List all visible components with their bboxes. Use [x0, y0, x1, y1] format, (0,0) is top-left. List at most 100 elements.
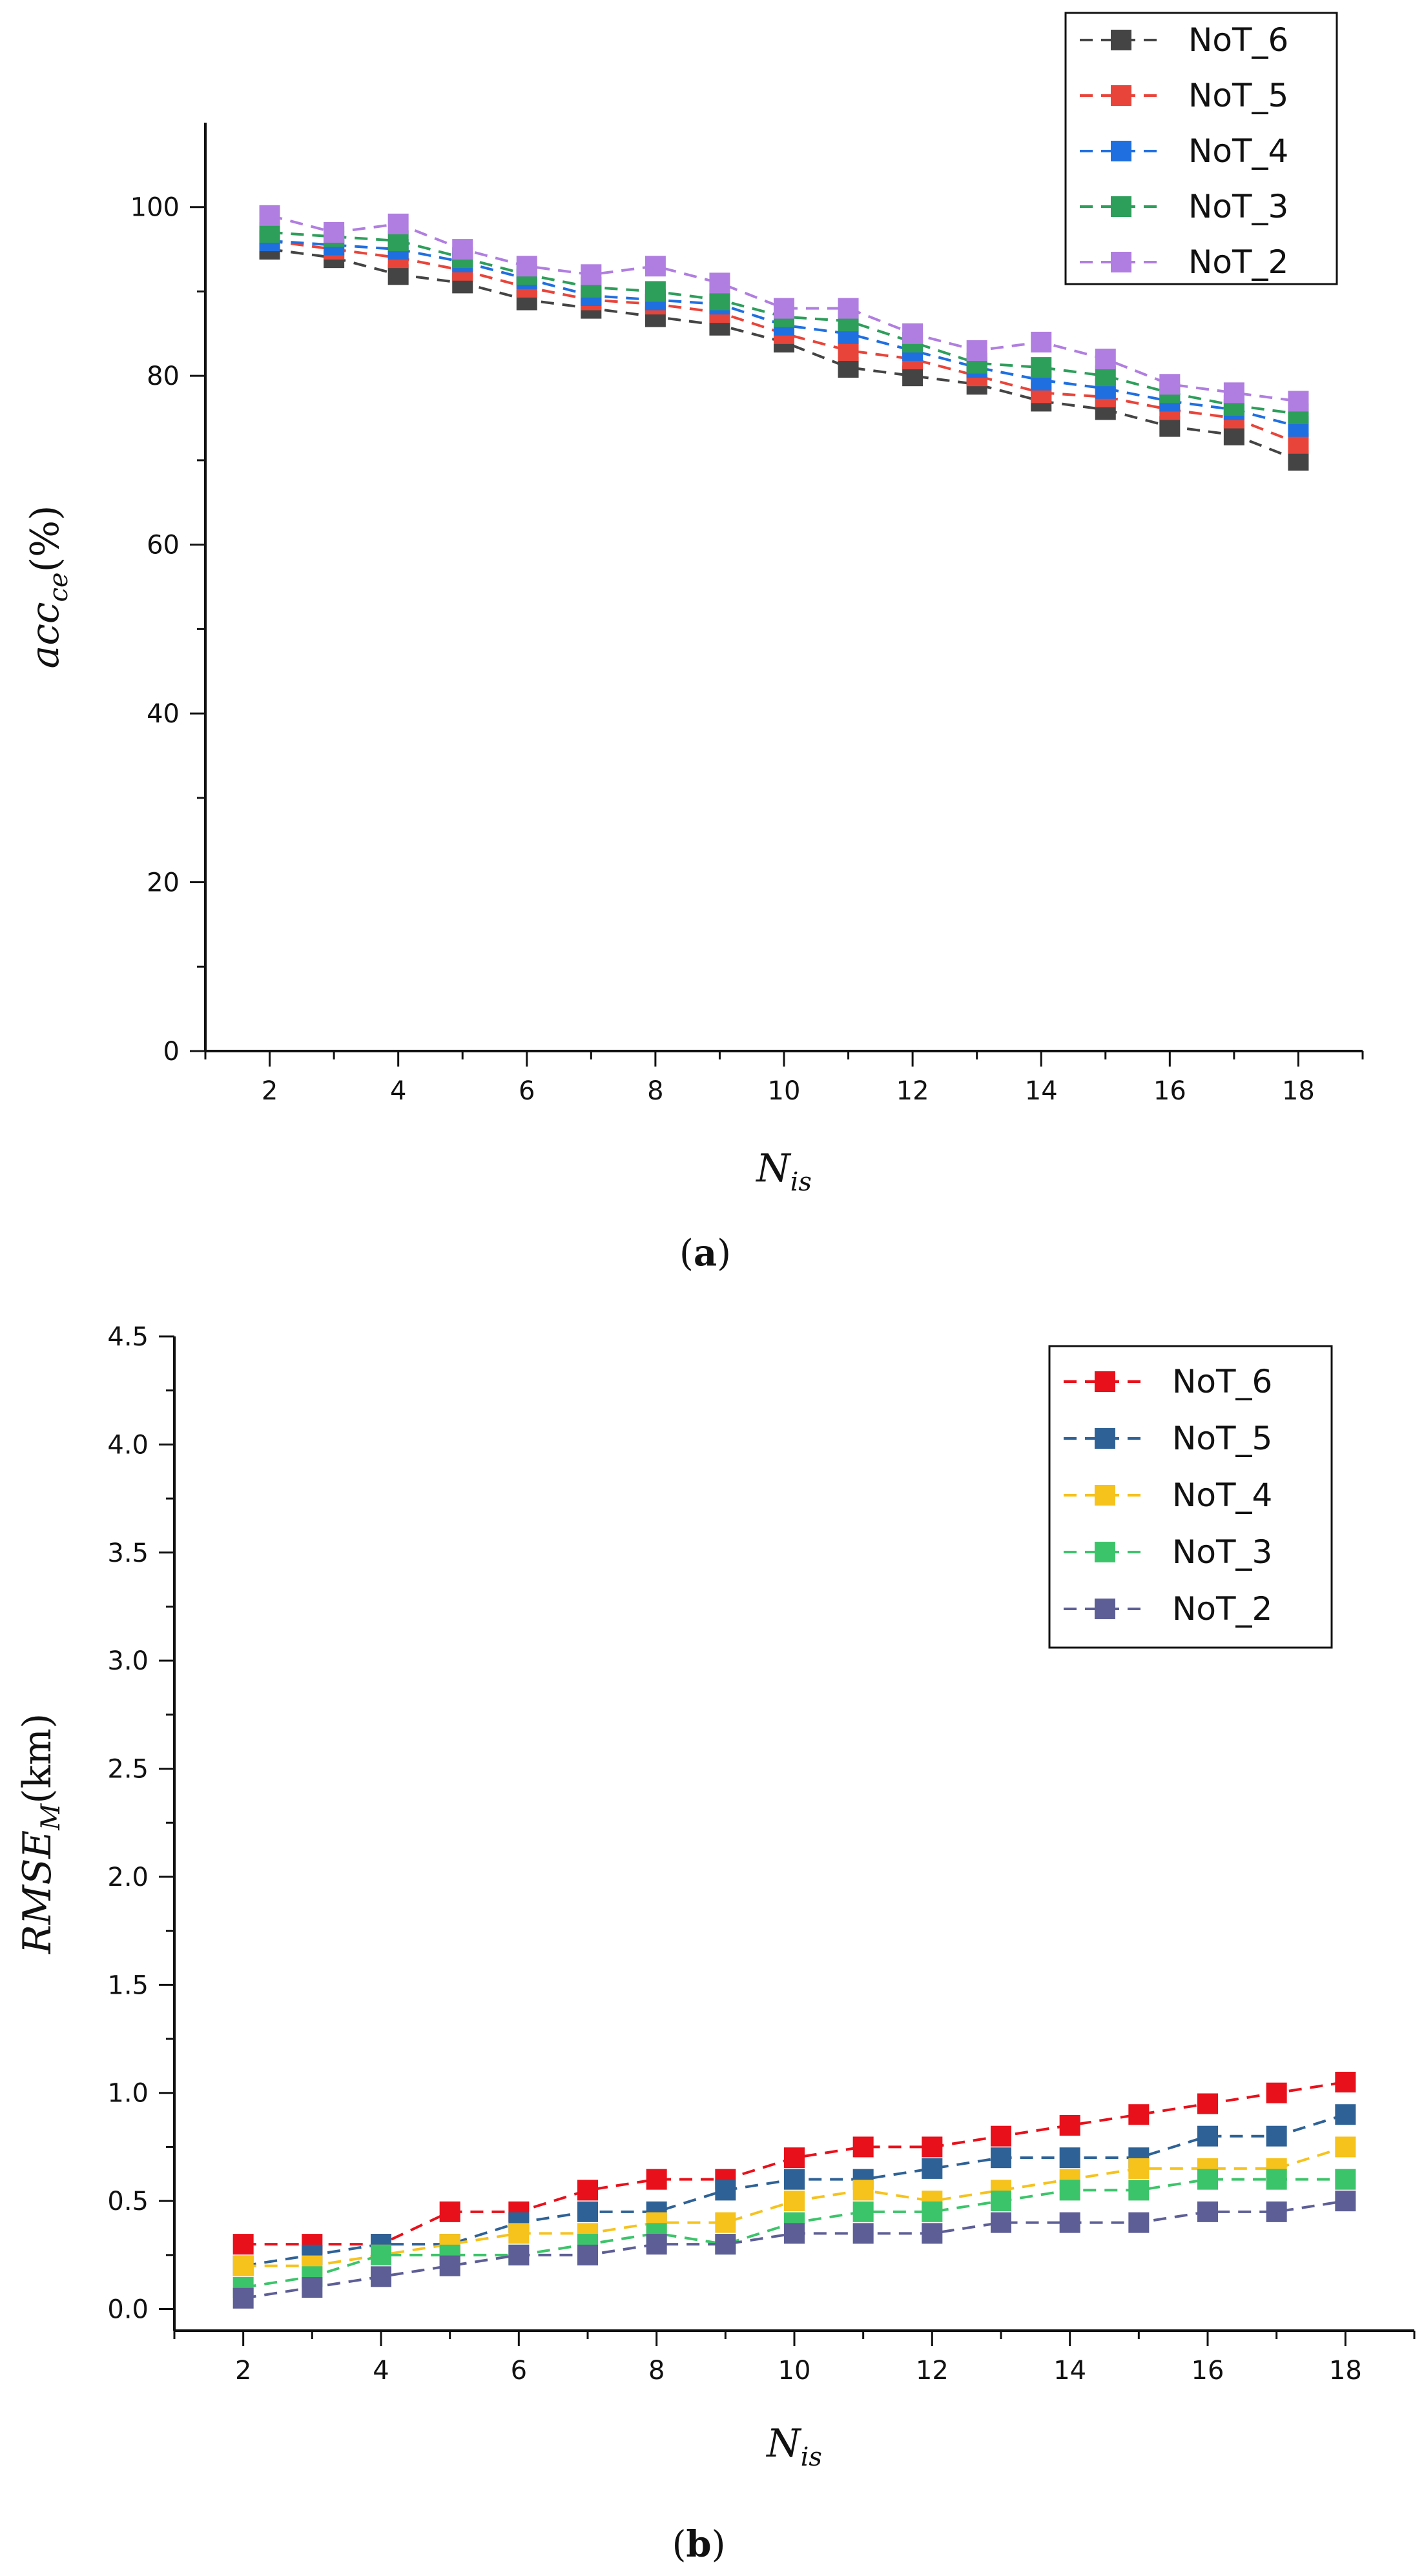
data-point: [852, 2136, 874, 2158]
y-tick-label: 100: [130, 193, 180, 223]
legend-swatch-marker: [1095, 1485, 1115, 1506]
x-tick-label: 6: [519, 1076, 535, 1106]
series-not-5: [232, 2104, 1356, 2276]
y-tick-label: 4.0: [107, 1430, 149, 1460]
data-point: [387, 213, 409, 234]
data-point: [1335, 2169, 1356, 2190]
data-point: [371, 2244, 391, 2265]
data-point: [784, 2169, 805, 2190]
y-tick-label: 40: [147, 699, 180, 729]
data-point: [439, 2201, 460, 2222]
data-point: [922, 2158, 943, 2179]
x-tick-label: 14: [1025, 1076, 1058, 1106]
data-point: [1128, 2158, 1150, 2179]
data-point: [991, 2125, 1011, 2147]
x-tick-label: 10: [768, 1076, 801, 1106]
data-point: [1197, 2093, 1218, 2114]
data-point: [516, 256, 537, 277]
data-point: [852, 2201, 874, 2222]
series-not-2: [259, 205, 1309, 412]
data-point: [1288, 391, 1309, 412]
legend-label: NoT_6: [1172, 1363, 1272, 1400]
data-point: [784, 2147, 805, 2169]
x-tick-label: 14: [1053, 2356, 1086, 2386]
legend-swatch-marker: [1111, 141, 1131, 161]
y-tick-label: 3.5: [107, 1538, 149, 1568]
data-point: [232, 2255, 254, 2276]
data-point: [1266, 2169, 1287, 2190]
data-point: [1197, 2201, 1218, 2222]
data-point: [902, 323, 924, 344]
data-point: [715, 2234, 736, 2255]
data-point: [1159, 374, 1181, 395]
x-tick-label: 8: [648, 2356, 665, 2386]
legend-label: NoT_5: [1188, 77, 1288, 114]
x-tick-label: 2: [235, 2356, 251, 2386]
legend-swatch-marker: [1095, 1371, 1115, 1392]
data-point: [1059, 2212, 1080, 2233]
data-point: [991, 2212, 1011, 2233]
y-tick-label: 80: [147, 362, 180, 391]
data-point: [991, 2191, 1011, 2212]
data-point: [715, 2212, 736, 2233]
data-point: [1197, 2125, 1218, 2147]
legend-entry: NoT_4: [1064, 1477, 1272, 1514]
data-point: [232, 2234, 254, 2255]
data-point: [715, 2180, 736, 2201]
y-axis-title: RMSEM(km): [15, 1713, 66, 1955]
data-point: [922, 2201, 943, 2222]
x-tick-label: 4: [373, 2356, 389, 2386]
y-tick-label: 2.5: [107, 1755, 149, 1784]
legend-entry: NoT_4: [1080, 132, 1288, 170]
data-point: [452, 239, 473, 260]
data-point: [508, 2223, 530, 2244]
x-tick-label: 8: [647, 1076, 663, 1106]
data-point: [1335, 2136, 1356, 2158]
data-point: [577, 2244, 598, 2265]
legend: NoT_6 NoT_5 NoT_4 NoT_3 NoT_2: [1064, 12, 1338, 285]
panel-label-b: (b): [672, 2523, 726, 2566]
x-tick-label: 18: [1282, 1076, 1315, 1106]
legend-label: NoT_5: [1172, 1420, 1272, 1457]
legend-entry: NoT_3: [1064, 1533, 1272, 1571]
y-tick-label: 0.0: [107, 2295, 149, 2325]
legend-swatch-marker: [1111, 30, 1131, 50]
x-axis-title: Nis: [765, 2421, 822, 2472]
panel-label-a: (a): [679, 1232, 731, 1274]
data-point: [1197, 2169, 1218, 2190]
x-tick-label: 2: [262, 1076, 278, 1106]
y-tick-label: 1.0: [107, 2079, 149, 2109]
legend-entry: NoT_5: [1080, 77, 1288, 114]
legend-entry: NoT_2: [1080, 243, 1288, 281]
x-tick-label: 6: [511, 2356, 527, 2386]
data-point: [508, 2244, 530, 2265]
data-point: [991, 2147, 1011, 2169]
data-point: [1335, 2104, 1356, 2125]
y-tick-label: 60: [147, 531, 180, 560]
legend-swatch-marker: [1111, 85, 1131, 106]
data-point: [577, 2201, 598, 2222]
data-point: [1335, 2191, 1356, 2212]
data-point: [1095, 349, 1116, 370]
data-point: [232, 2287, 254, 2309]
data-point: [1059, 2114, 1080, 2136]
data-point: [646, 2234, 667, 2255]
x-tick-label: 16: [1192, 2356, 1224, 2386]
series-not-2: [232, 2191, 1356, 2309]
y-tick-label: 4.5: [107, 1322, 149, 1352]
data-point: [302, 2277, 323, 2298]
legend-entry: NoT_2: [1064, 1590, 1272, 1628]
x-tick-label: 12: [896, 1076, 929, 1106]
data-point: [784, 2223, 805, 2244]
data-point: [581, 264, 602, 285]
data-point: [774, 298, 794, 319]
data-point: [966, 340, 987, 361]
data-point: [324, 221, 345, 243]
y-tick-label: 0: [163, 1037, 180, 1067]
legend-label: NoT_2: [1172, 1590, 1272, 1628]
y-tick-label: 1.5: [107, 1970, 149, 2000]
legend-swatch-marker: [1111, 196, 1131, 217]
x-tick-label: 16: [1153, 1076, 1186, 1106]
data-point: [1335, 2072, 1356, 2092]
